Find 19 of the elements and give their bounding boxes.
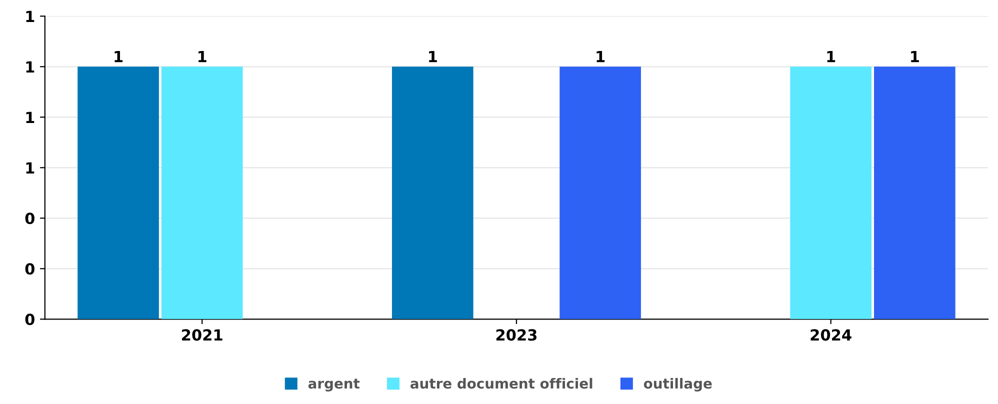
x-tick-label: 2021 bbox=[182, 329, 222, 341]
data-label: 1 bbox=[596, 50, 605, 62]
y-tick-label: 1 bbox=[26, 10, 34, 22]
x-tick-label: 2024 bbox=[810, 329, 852, 341]
data-label: 1 bbox=[429, 50, 437, 62]
data-label: 1 bbox=[911, 50, 919, 62]
x-tick-label: 2023 bbox=[496, 329, 537, 341]
legend-label: argent bbox=[308, 378, 360, 392]
y-tick-label: 0 bbox=[25, 212, 34, 224]
data-label: 1 bbox=[827, 50, 836, 62]
y-tick-label: 0 bbox=[25, 314, 34, 326]
y-tick-label: 0 bbox=[25, 263, 34, 275]
legend-label: outillage bbox=[644, 378, 712, 392]
y-tick-label: 1 bbox=[26, 162, 34, 174]
y-tick-label: 1 bbox=[26, 61, 34, 72]
legend-label: autre document officiel bbox=[410, 378, 592, 389]
y-tick-label: 1 bbox=[26, 112, 34, 123]
data-label: 1 bbox=[198, 50, 206, 62]
data-label: 1 bbox=[114, 50, 123, 62]
